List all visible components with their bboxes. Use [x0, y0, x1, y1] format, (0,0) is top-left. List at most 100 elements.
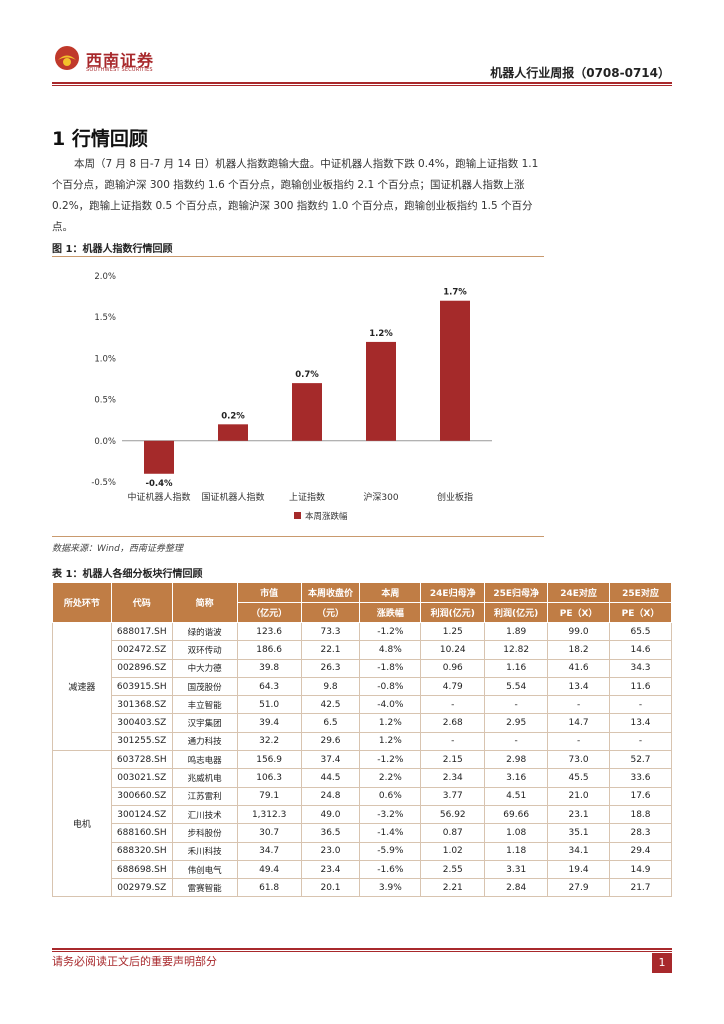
change-cell: -1.2% — [359, 750, 422, 770]
code-cell: 301368.SZ — [110, 695, 173, 715]
pe25-cell: 14.9 — [609, 859, 672, 880]
change-cell: 4.8% — [359, 640, 422, 660]
pe24-cell: 99.0 — [547, 621, 611, 642]
change-cell: 3.9% — [359, 878, 422, 898]
np24-cell: 2.21 — [420, 878, 486, 898]
header-np24-unit: 利润(亿元) — [420, 602, 486, 623]
np25-cell: - — [484, 731, 549, 752]
header-code: 代码 — [110, 582, 173, 623]
header-price: 本周收盘价 — [300, 582, 361, 603]
code-cell: 688017.SH — [110, 621, 173, 642]
np24-cell: 10.24 — [420, 640, 486, 660]
np25-cell: 5.54 — [484, 676, 549, 697]
y-tick-label: -0.5% — [91, 478, 116, 488]
table-row: 减速器 688017.SH 绿的谐波 123.6 73.3 -1.2% 1.25 1.89 99… — [52, 621, 672, 752]
pe25-cell: 34.3 — [609, 658, 672, 678]
code-cell: 002472.SZ — [110, 640, 173, 660]
company-logo-icon — [55, 46, 79, 70]
footer-disclaimer: 请务必阅读正文后的重要声明部分 — [52, 955, 217, 968]
name-cell: 鸣志电器 — [171, 750, 238, 770]
table-header-row-2: （亿元） （元） 涨跌幅 利润(亿元) 利润(亿元) PE（X） PE（X） — [53, 602, 672, 623]
name-cell: 雷赛智能 — [171, 878, 238, 898]
table-row: 003021.SZ 兆威机电 106.3 44.5 2.2% 2.34 3.16 45.5 33… — [53, 768, 672, 788]
figure-bottom-rule — [52, 536, 544, 537]
table-row: 002979.SZ 雷赛智能 61.8 20.1 3.9% 2.21 2.84 27.9 21.… — [53, 878, 672, 898]
mcap-cell: 34.7 — [236, 841, 302, 861]
pe25-cell: 29.4 — [609, 841, 672, 861]
np25-cell: 3.16 — [484, 768, 549, 788]
company-name: 西南证券 — [86, 51, 155, 70]
code-cell: 688320.SH — [110, 841, 173, 861]
header-mcap: 市值 — [236, 582, 302, 603]
code-cell: 603728.SH — [110, 750, 173, 770]
pe25-cell: 17.6 — [609, 786, 672, 806]
change-cell: -1.8% — [359, 658, 422, 678]
price-cell: 36.5 — [300, 823, 361, 843]
bar-data-label: -0.4% — [145, 479, 173, 489]
change-cell: -1.4% — [359, 823, 422, 843]
mcap-cell: 61.8 — [236, 878, 302, 898]
code-cell: 300660.SZ — [110, 786, 173, 806]
pe24-cell: 13.4 — [547, 676, 611, 697]
name-cell: 双环传动 — [171, 640, 238, 660]
name-cell: 汇川技术 — [171, 804, 238, 825]
np24-cell: 1.02 — [420, 841, 486, 861]
np25-cell: 69.66 — [484, 804, 549, 825]
x-tick-label: 中证机器人指数 — [127, 491, 190, 503]
header-change-unit: 涨跌幅 — [359, 602, 422, 623]
x-tick-label: 创业板指 — [437, 491, 473, 503]
np25-cell: 2.98 — [484, 750, 549, 770]
mcap-cell: 39.8 — [236, 658, 302, 678]
code-cell: 300124.SZ — [110, 804, 173, 825]
bar — [366, 341, 396, 441]
mcap-cell: 32.2 — [236, 731, 302, 752]
pe25-cell: 28.3 — [609, 823, 672, 843]
price-cell: 9.8 — [300, 676, 361, 697]
company-name-english: SOUTHWEST SECURITIES — [86, 67, 153, 73]
pe25-cell: 11.6 — [609, 676, 672, 697]
name-cell: 汉宇集团 — [171, 713, 238, 733]
name-cell: 中大力德 — [171, 658, 238, 678]
mcap-cell: 106.3 — [236, 768, 302, 788]
name-cell: 国茂股份 — [171, 676, 238, 697]
intro-paragraph: 本周（7 月 8 日-7 月 14 日）机器人指数跑输大盘。中证机器人指数下跌 … — [52, 158, 539, 233]
table-row: 002472.SZ 双环传动 186.6 22.1 4.8% 10.24 12.82 18.2… — [53, 640, 672, 660]
x-tick-label: 国证机器人指数 — [201, 491, 264, 503]
code-cell: 301255.SZ — [110, 731, 173, 752]
price-cell: 37.4 — [300, 750, 361, 770]
y-tick-label: 0.5% — [94, 396, 116, 406]
name-cell: 通力科技 — [171, 731, 238, 752]
pe24-cell: 21.0 — [547, 786, 611, 806]
bar-data-label: 1.2% — [369, 329, 393, 339]
change-cell: -4.0% — [359, 695, 422, 715]
np24-cell: 56.92 — [420, 804, 486, 825]
header-np25-unit: 利润(亿元) — [484, 602, 549, 623]
change-cell: 2.2% — [359, 768, 422, 788]
mcap-cell: 51.0 — [236, 695, 302, 715]
section-title: 1 行情回顾 — [52, 128, 148, 150]
sector-performance-table: 所处环节 代码 简称 市值 本周收盘价 本周 24E归母净 25E归母净 24E… — [52, 582, 672, 898]
pe24-cell: 34.1 — [547, 841, 611, 861]
np24-cell: 0.96 — [420, 658, 486, 678]
y-tick-label: 0.0% — [94, 437, 116, 447]
table-row: 688160.SH 步科股份 30.7 36.5 -1.4% 0.87 1.08 35.1 28… — [53, 823, 672, 843]
change-cell: -0.8% — [359, 676, 422, 697]
y-tick-label: 2.0% — [94, 272, 116, 282]
pe25-cell: 21.7 — [609, 878, 672, 898]
name-cell: 江苏雷利 — [171, 786, 238, 806]
pe25-cell: 14.6 — [609, 640, 672, 660]
pe25-cell: 52.7 — [609, 750, 672, 770]
bar — [218, 424, 248, 441]
pe24-cell: 14.7 — [547, 713, 611, 733]
name-cell: 伟创电气 — [171, 859, 238, 880]
mcap-cell: 64.3 — [236, 676, 302, 697]
change-cell: -1.6% — [359, 859, 422, 880]
table-row: 301255.SZ 通力科技 32.2 29.6 1.2% - - - - — [53, 731, 672, 752]
bar — [144, 440, 174, 474]
bar — [440, 300, 470, 441]
name-cell: 丰立智能 — [171, 695, 238, 715]
legend-label: 本周涨跌幅 — [305, 511, 348, 522]
table-row: 300403.SZ 汉宇集团 39.4 6.5 1.2% 2.68 2.95 14.7 13.4 — [53, 713, 672, 733]
header-np24: 24E归母净 — [420, 582, 486, 603]
pe24-cell: 19.4 — [547, 859, 611, 880]
